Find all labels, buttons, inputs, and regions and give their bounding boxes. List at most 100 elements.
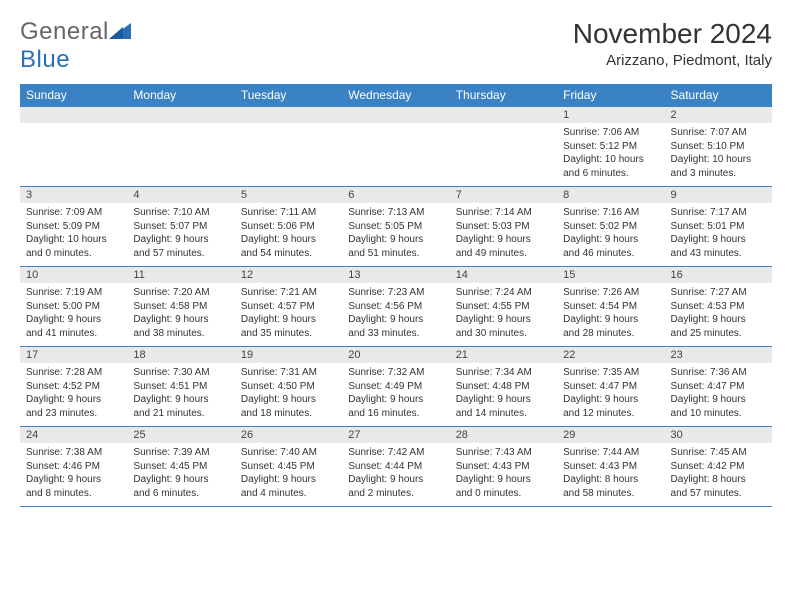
daylight-text: Daylight: 9 hours bbox=[241, 393, 336, 407]
day-content-cell: Sunrise: 7:28 AMSunset: 4:52 PMDaylight:… bbox=[20, 363, 127, 427]
day-content-cell: Sunrise: 7:13 AMSunset: 5:05 PMDaylight:… bbox=[342, 203, 449, 267]
sunrise-text: Sunrise: 7:36 AM bbox=[671, 366, 766, 380]
calendar-table: SundayMondayTuesdayWednesdayThursdayFrid… bbox=[20, 84, 772, 507]
sunset-text: Sunset: 4:47 PM bbox=[671, 380, 766, 394]
sunrise-text: Sunrise: 7:43 AM bbox=[456, 446, 551, 460]
daylight-text: Daylight: 9 hours bbox=[241, 313, 336, 327]
day-content-cell: Sunrise: 7:44 AMSunset: 4:43 PMDaylight:… bbox=[557, 443, 664, 507]
day-header: Friday bbox=[557, 84, 664, 107]
day-number-cell: 6 bbox=[342, 187, 449, 204]
day-number-cell: 7 bbox=[450, 187, 557, 204]
day-number-cell: 15 bbox=[557, 267, 664, 284]
day-number-cell: 28 bbox=[450, 427, 557, 444]
day-content-cell bbox=[235, 123, 342, 187]
day-header: Monday bbox=[127, 84, 234, 107]
daylight-text: Daylight: 9 hours bbox=[671, 393, 766, 407]
day-number-cell: 16 bbox=[665, 267, 772, 284]
daylight-text: and 2 minutes. bbox=[348, 487, 443, 501]
day-content-cell: Sunrise: 7:23 AMSunset: 4:56 PMDaylight:… bbox=[342, 283, 449, 347]
sunset-text: Sunset: 5:02 PM bbox=[563, 220, 658, 234]
sunrise-text: Sunrise: 7:11 AM bbox=[241, 206, 336, 220]
day-number-cell: 1 bbox=[557, 107, 664, 124]
day-number-cell: 22 bbox=[557, 347, 664, 364]
daylight-text: and 4 minutes. bbox=[241, 487, 336, 501]
daylight-text: Daylight: 10 hours bbox=[563, 153, 658, 167]
sunset-text: Sunset: 4:53 PM bbox=[671, 300, 766, 314]
daylight-text: and 3 minutes. bbox=[671, 167, 766, 181]
sunset-text: Sunset: 4:51 PM bbox=[133, 380, 228, 394]
sunrise-text: Sunrise: 7:14 AM bbox=[456, 206, 551, 220]
title-block: November 2024 Arizzano, Piedmont, Italy bbox=[573, 18, 772, 69]
daylight-text: and 14 minutes. bbox=[456, 407, 551, 421]
sunset-text: Sunset: 4:48 PM bbox=[456, 380, 551, 394]
sunset-text: Sunset: 4:49 PM bbox=[348, 380, 443, 394]
page-title: November 2024 bbox=[573, 18, 772, 50]
day-content-cell: Sunrise: 7:19 AMSunset: 5:00 PMDaylight:… bbox=[20, 283, 127, 347]
day-number-cell bbox=[235, 107, 342, 124]
daylight-text: Daylight: 9 hours bbox=[26, 313, 121, 327]
daylight-text: Daylight: 9 hours bbox=[133, 473, 228, 487]
daylight-text: Daylight: 9 hours bbox=[133, 393, 228, 407]
daylight-text: Daylight: 9 hours bbox=[241, 473, 336, 487]
day-number-cell: 12 bbox=[235, 267, 342, 284]
daylight-text: Daylight: 9 hours bbox=[133, 233, 228, 247]
day-number-cell: 23 bbox=[665, 347, 772, 364]
daylight-text: Daylight: 9 hours bbox=[671, 313, 766, 327]
day-number-cell bbox=[450, 107, 557, 124]
content-row: Sunrise: 7:06 AMSunset: 5:12 PMDaylight:… bbox=[20, 123, 772, 187]
daylight-text: and 25 minutes. bbox=[671, 327, 766, 341]
daylight-text: and 0 minutes. bbox=[26, 247, 121, 261]
day-number-cell bbox=[20, 107, 127, 124]
daylight-text: and 57 minutes. bbox=[133, 247, 228, 261]
daylight-text: Daylight: 9 hours bbox=[348, 393, 443, 407]
daylight-text: Daylight: 9 hours bbox=[26, 393, 121, 407]
day-number-cell: 4 bbox=[127, 187, 234, 204]
day-number-cell bbox=[127, 107, 234, 124]
sunrise-text: Sunrise: 7:20 AM bbox=[133, 286, 228, 300]
day-content-cell bbox=[342, 123, 449, 187]
sunrise-text: Sunrise: 7:10 AM bbox=[133, 206, 228, 220]
sunrise-text: Sunrise: 7:38 AM bbox=[26, 446, 121, 460]
day-number-cell: 13 bbox=[342, 267, 449, 284]
daylight-text: Daylight: 9 hours bbox=[671, 233, 766, 247]
day-content-cell: Sunrise: 7:38 AMSunset: 4:46 PMDaylight:… bbox=[20, 443, 127, 507]
day-content-cell bbox=[450, 123, 557, 187]
day-number-cell: 29 bbox=[557, 427, 664, 444]
daylight-text: Daylight: 10 hours bbox=[671, 153, 766, 167]
day-content-cell: Sunrise: 7:43 AMSunset: 4:43 PMDaylight:… bbox=[450, 443, 557, 507]
sunrise-text: Sunrise: 7:26 AM bbox=[563, 286, 658, 300]
day-number-cell: 18 bbox=[127, 347, 234, 364]
day-number-cell: 11 bbox=[127, 267, 234, 284]
day-number-cell: 26 bbox=[235, 427, 342, 444]
day-number-cell: 20 bbox=[342, 347, 449, 364]
sunset-text: Sunset: 5:03 PM bbox=[456, 220, 551, 234]
sunrise-text: Sunrise: 7:32 AM bbox=[348, 366, 443, 380]
day-content-cell: Sunrise: 7:26 AMSunset: 4:54 PMDaylight:… bbox=[557, 283, 664, 347]
daylight-text: Daylight: 9 hours bbox=[133, 313, 228, 327]
sunrise-text: Sunrise: 7:21 AM bbox=[241, 286, 336, 300]
daylight-text: and 21 minutes. bbox=[133, 407, 228, 421]
day-content-cell: Sunrise: 7:16 AMSunset: 5:02 PMDaylight:… bbox=[557, 203, 664, 267]
daylight-text: and 12 minutes. bbox=[563, 407, 658, 421]
sunset-text: Sunset: 4:56 PM bbox=[348, 300, 443, 314]
day-number-cell: 27 bbox=[342, 427, 449, 444]
day-number-cell: 3 bbox=[20, 187, 127, 204]
day-content-cell: Sunrise: 7:21 AMSunset: 4:57 PMDaylight:… bbox=[235, 283, 342, 347]
daylight-text: and 28 minutes. bbox=[563, 327, 658, 341]
day-content-cell bbox=[127, 123, 234, 187]
daylight-text: Daylight: 9 hours bbox=[456, 393, 551, 407]
sunset-text: Sunset: 5:10 PM bbox=[671, 140, 766, 154]
daylight-text: Daylight: 9 hours bbox=[563, 313, 658, 327]
sunset-text: Sunset: 5:05 PM bbox=[348, 220, 443, 234]
daylight-text: Daylight: 9 hours bbox=[563, 393, 658, 407]
day-number-cell: 2 bbox=[665, 107, 772, 124]
sunset-text: Sunset: 4:42 PM bbox=[671, 460, 766, 474]
sunset-text: Sunset: 4:46 PM bbox=[26, 460, 121, 474]
daynum-row: 24252627282930 bbox=[20, 427, 772, 444]
sunset-text: Sunset: 5:00 PM bbox=[26, 300, 121, 314]
day-number-cell: 14 bbox=[450, 267, 557, 284]
daylight-text: and 43 minutes. bbox=[671, 247, 766, 261]
daylight-text: and 35 minutes. bbox=[241, 327, 336, 341]
day-content-cell: Sunrise: 7:39 AMSunset: 4:45 PMDaylight:… bbox=[127, 443, 234, 507]
sunrise-text: Sunrise: 7:44 AM bbox=[563, 446, 658, 460]
